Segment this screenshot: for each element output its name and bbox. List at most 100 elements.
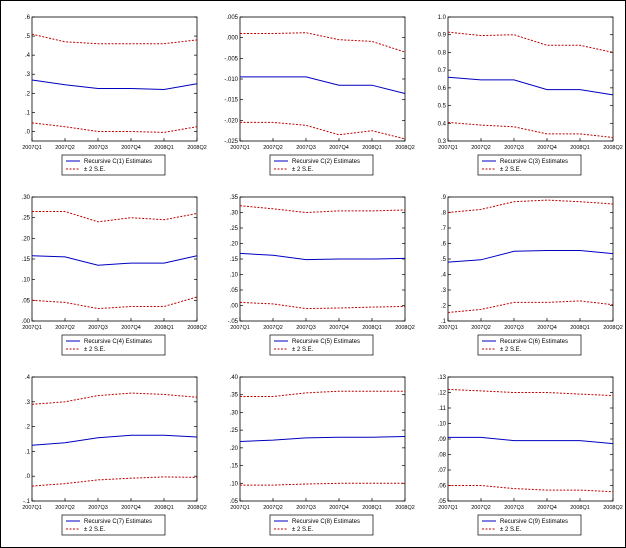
- x-tick-label: 2007Q2: [263, 505, 283, 511]
- y-tick-label: .05: [230, 288, 239, 294]
- plot-frame: [31, 16, 198, 142]
- y-tick-label: .5: [441, 257, 447, 263]
- legend-box: [61, 154, 166, 176]
- y-tick-label: .10: [230, 273, 239, 279]
- y-tick-label: .06: [438, 484, 447, 490]
- x-tick-label: 2008Q2: [603, 505, 623, 511]
- y-tick-label: .10: [22, 278, 31, 284]
- legend: Recursive C(9) Estimates ± 2 S.E.: [477, 514, 582, 536]
- legend: Recursive C(3) Estimates ± 2 S.E.: [477, 154, 582, 176]
- x-tick-label: 2008Q1: [154, 325, 174, 331]
- x-tick-label: 2007Q1: [438, 325, 458, 331]
- legend-box: [477, 154, 582, 176]
- x-tick-label: 2007Q2: [55, 505, 75, 511]
- x-tick-label: 2007Q2: [471, 325, 491, 331]
- estimate-line: [239, 436, 406, 442]
- x-tick-label: 2008Q2: [187, 145, 207, 151]
- x-tick-label: 2008Q1: [570, 505, 590, 511]
- legend: Recursive C(5) Estimates ± 2 S.E.: [269, 334, 374, 356]
- x-tick-label: 2007Q2: [55, 145, 75, 151]
- x-tick-label: 2007Q1: [22, 325, 42, 331]
- y-tick-label: .1: [25, 110, 31, 116]
- x-tick-label: 2008Q2: [603, 325, 623, 331]
- y-tick-label: .005: [226, 15, 238, 21]
- x-tick-label: 2007Q3: [296, 505, 316, 511]
- y-tick-label: -.010: [224, 77, 238, 83]
- plot-frame: [447, 376, 614, 502]
- y-tick-label: 1.0: [438, 15, 447, 21]
- estimate-line: [448, 436, 614, 445]
- upper-band-line: [32, 211, 198, 223]
- x-tick-label: 2007Q1: [22, 145, 42, 151]
- y-tick-label: -.1: [23, 499, 31, 505]
- y-tick-label: .08: [438, 453, 447, 459]
- y-tick-label: 0.7: [438, 68, 447, 74]
- y-tick-label: .6: [441, 242, 447, 248]
- legend-estimate-label: Recursive C(1) Estimates: [84, 159, 152, 165]
- x-tick-label: 2008Q2: [187, 325, 207, 331]
- x-tick-label: 2007Q4: [121, 145, 141, 151]
- y-tick-label: .4: [25, 53, 31, 59]
- x-tick-label: 2008Q1: [154, 145, 174, 151]
- upper-band-line: [447, 31, 614, 53]
- y-tick-label: .15: [230, 257, 239, 263]
- x-tick-label: 2007Q1: [230, 145, 250, 151]
- x-tick-label: 2007Q4: [329, 505, 349, 511]
- y-tick-label: 0.5: [438, 104, 447, 110]
- x-tick-label: 2007Q3: [88, 505, 108, 511]
- legend-box: [269, 334, 374, 356]
- lower-band-line: [31, 122, 198, 133]
- legend: Recursive C(6) Estimates ± 2 S.E.: [477, 334, 582, 356]
- x-tick-label: 2007Q3: [504, 505, 524, 511]
- y-tick-label: .30: [22, 195, 31, 201]
- plot-frame: [239, 376, 406, 502]
- legend: Recursive C(1) Estimates ± 2 S.E.: [61, 154, 166, 176]
- y-tick-label: .9: [441, 195, 447, 201]
- legend-band-label: ± 2 S.E.: [84, 347, 106, 353]
- estimate-line: [447, 76, 614, 96]
- y-tick-label: .05: [230, 499, 239, 505]
- y-tick-label: .20: [230, 242, 239, 248]
- lower-band-line: [448, 485, 614, 493]
- lower-band-line: [31, 296, 198, 310]
- legend-band-label: ± 2 S.E.: [292, 527, 314, 533]
- x-tick-label: 2007Q4: [121, 325, 141, 331]
- estimate-line: [240, 76, 406, 94]
- y-tick-label: .40: [230, 375, 239, 381]
- y-tick-label: .05: [438, 499, 447, 505]
- plot-frame: [31, 196, 198, 322]
- y-tick-label: .0: [25, 474, 31, 480]
- plot-frame: [447, 196, 614, 322]
- y-tick-label: -.005: [224, 56, 238, 62]
- legend-band-label: ± 2 S.E.: [292, 347, 314, 353]
- x-tick-label: 2007Q2: [471, 145, 491, 151]
- y-tick-label: .1: [25, 449, 31, 455]
- x-tick-label: 2007Q3: [296, 145, 316, 151]
- plot-frame: [447, 16, 614, 142]
- y-tick-label: .30: [230, 410, 239, 416]
- x-tick-label: 2007Q2: [263, 145, 283, 151]
- upper-band-line: [31, 33, 198, 45]
- y-tick-label: .13: [438, 375, 447, 381]
- legend-box: [61, 334, 166, 356]
- x-tick-label: 2007Q3: [504, 325, 524, 331]
- y-tick-label: .35: [230, 195, 239, 201]
- estimate-line: [31, 79, 198, 91]
- y-tick-label: .2: [441, 304, 447, 310]
- x-tick-label: 2008Q1: [362, 325, 382, 331]
- lower-band-line: [447, 300, 614, 313]
- x-tick-label: 2007Q1: [22, 505, 42, 511]
- lower-band-line: [240, 121, 406, 140]
- lower-band-line: [447, 121, 614, 138]
- x-tick-label: 2008Q2: [187, 505, 207, 511]
- legend-band-label: ± 2 S.E.: [84, 527, 106, 533]
- y-tick-label: -.05: [228, 319, 239, 325]
- legend-box: [269, 154, 374, 176]
- x-tick-label: 2007Q3: [504, 145, 524, 151]
